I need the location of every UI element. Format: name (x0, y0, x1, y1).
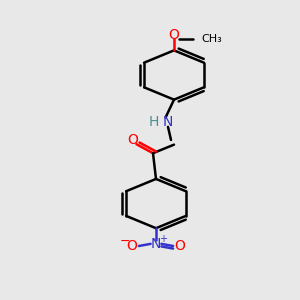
Text: −: − (120, 235, 130, 248)
Text: O: O (169, 28, 179, 42)
Text: CH₃: CH₃ (201, 34, 222, 44)
Text: H: H (149, 115, 159, 129)
Text: +: + (159, 234, 167, 244)
Text: O: O (128, 134, 138, 147)
Text: O: O (175, 239, 185, 253)
Text: O: O (127, 239, 137, 253)
Text: N: N (151, 237, 161, 251)
Text: N: N (163, 115, 173, 129)
